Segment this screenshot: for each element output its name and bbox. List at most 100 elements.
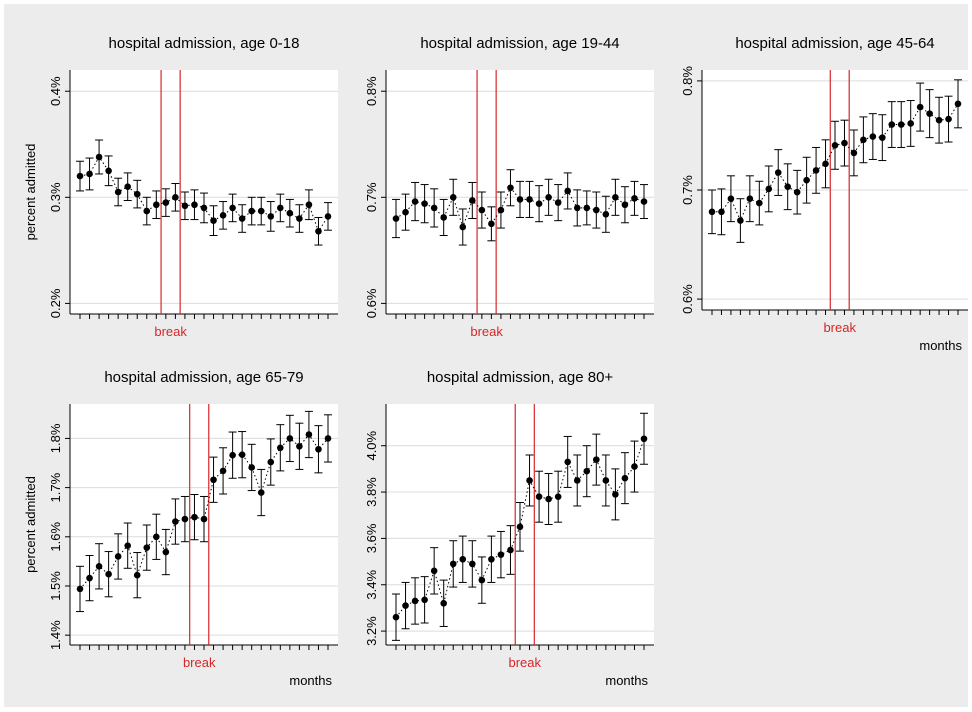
data-point: [621, 474, 629, 482]
data-point: [392, 215, 400, 222]
data-point: [324, 435, 332, 442]
data-point: [411, 597, 419, 605]
data-point: [935, 116, 943, 124]
data-point: [248, 207, 255, 215]
data-point: [737, 217, 744, 224]
data-point: [402, 602, 409, 609]
data-point: [822, 160, 829, 168]
chart-panel: 0.6% 0.7% 0.8% hospital admission, age 45-6…: [680, 35, 968, 353]
data-point: [573, 204, 581, 212]
data-point: [907, 120, 914, 127]
data-point: [191, 201, 198, 209]
data-point: [535, 200, 543, 207]
y-tick-label: 0.8%: [680, 66, 695, 96]
data-point: [554, 199, 562, 206]
y-axis-label: percent admitted: [23, 144, 38, 241]
data-point: [860, 136, 867, 144]
data-point: [277, 444, 284, 452]
data-point: [497, 551, 505, 558]
data-point: [411, 198, 419, 205]
charts-canvas: 0.2% 0.3% 0.4% hospital admission, age 0-18…: [23, 35, 968, 688]
chart-title: hospital admission, age 0-18: [109, 35, 300, 52]
data-point: [86, 170, 93, 178]
data-point: [564, 458, 571, 466]
data-point: [219, 467, 227, 475]
data-point: [95, 563, 103, 570]
data-point: [143, 544, 151, 551]
data-point: [497, 206, 505, 214]
data-point: [200, 204, 208, 212]
y-tick-label: 0.4%: [48, 76, 63, 106]
y-tick-label: 0.7%: [680, 175, 695, 205]
data-point: [841, 139, 848, 147]
data-point: [545, 194, 552, 201]
data-point: [86, 574, 93, 582]
data-point: [219, 212, 227, 219]
y-tick-label: 0.6%: [364, 288, 379, 318]
y-tick-label: 0.3%: [48, 182, 63, 212]
data-point: [440, 599, 447, 607]
data-point: [516, 196, 524, 203]
trend-dotted-line: [79, 433, 329, 590]
data-point: [727, 195, 735, 203]
data-point: [897, 121, 905, 128]
chart-panel: 1.4% 1.5% 1.6% 1.7% 1.8% hospital admission, …: [23, 369, 338, 688]
data-point: [449, 560, 457, 568]
data-point: [612, 194, 619, 201]
data-point: [105, 570, 112, 578]
data-point: [449, 194, 457, 201]
chart-panel: 0.6% 0.7% 0.8% hospital admission, age 19-4…: [364, 35, 654, 339]
data-point: [172, 194, 179, 201]
data-point: [210, 476, 217, 484]
data-point: [469, 560, 476, 568]
chart-title: hospital admission, age 80+: [427, 369, 614, 386]
data-point: [478, 206, 486, 214]
data-point: [469, 197, 476, 204]
data-point: [440, 214, 447, 221]
data-point: [784, 183, 791, 191]
data-point: [564, 187, 571, 195]
y-tick-label: 0.6%: [680, 284, 695, 314]
x-axis-label: months: [605, 673, 648, 688]
data-point: [554, 493, 562, 500]
data-point: [181, 202, 189, 210]
data-point: [602, 210, 610, 218]
break-label: break: [470, 324, 503, 339]
data-point: [774, 169, 782, 176]
data-point: [267, 213, 275, 220]
break-label: break: [183, 655, 216, 670]
data-point: [114, 188, 122, 196]
break-label: break: [509, 655, 542, 670]
data-point: [238, 451, 246, 458]
data-point: [888, 121, 896, 128]
data-point: [879, 134, 886, 141]
y-tick-label: 1.5%: [48, 571, 63, 601]
y-tick-label: 1.6%: [48, 522, 63, 552]
data-point: [765, 185, 773, 193]
data-point: [507, 546, 514, 554]
data-point: [124, 542, 131, 549]
data-point: [76, 585, 84, 593]
data-point: [850, 149, 858, 157]
data-point: [746, 195, 754, 203]
y-axis-label: percent admitted: [23, 476, 38, 573]
y-tick-label: 3.2%: [364, 616, 379, 646]
data-point: [583, 204, 591, 212]
data-point: [631, 195, 638, 202]
chart-panel: 0.2% 0.3% 0.4% hospital admission, age 0-18…: [23, 35, 338, 339]
data-point: [916, 103, 924, 111]
data-point: [573, 477, 581, 484]
y-tick-label: 3.6%: [364, 523, 379, 553]
data-point: [803, 176, 810, 184]
data-point: [124, 183, 131, 190]
x-axis-label: months: [919, 338, 962, 353]
data-point: [631, 463, 638, 470]
data-point: [143, 207, 151, 215]
data-point: [238, 215, 246, 222]
y-tick-label: 1.8%: [48, 423, 63, 453]
data-point: [421, 596, 428, 604]
y-tick-label: 1.7%: [48, 472, 63, 502]
break-label: break: [154, 324, 187, 339]
data-point: [488, 220, 495, 228]
data-point: [172, 518, 179, 525]
